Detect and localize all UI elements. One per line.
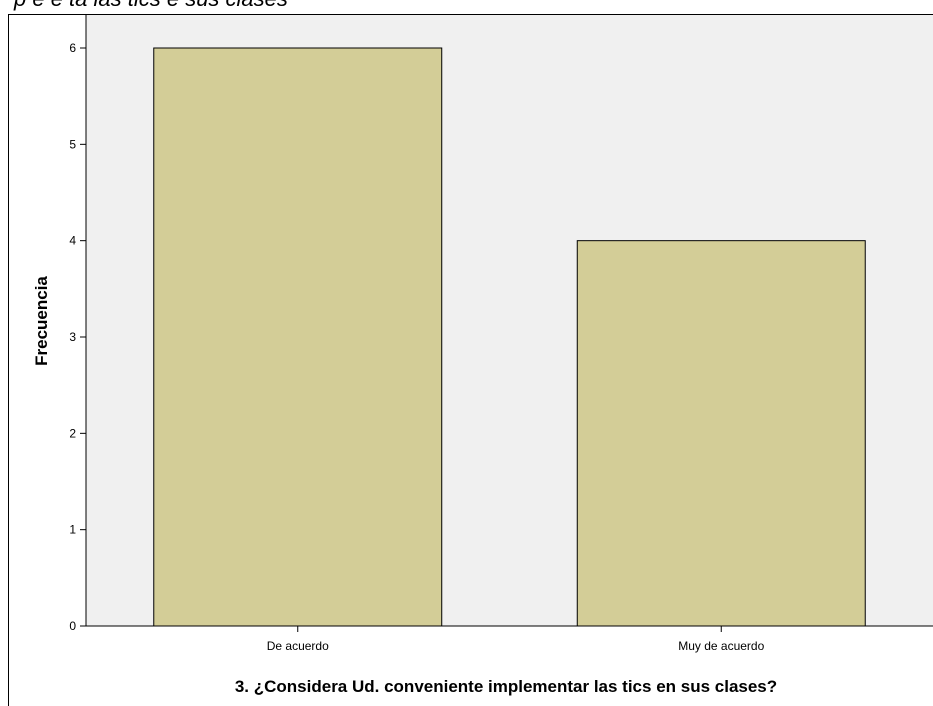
y-tick-label: 0 [69, 619, 76, 633]
x-axis-ticks: De acuerdo Muy de acuerdo [267, 626, 765, 653]
y-tick-label: 2 [69, 426, 76, 440]
bar-muy-de-acuerdo [576, 240, 866, 627]
x-tick-label: De acuerdo [267, 639, 329, 653]
bars [153, 47, 866, 627]
y-tick-label: 1 [69, 523, 76, 537]
cropped-header-text: p e e ta las tics e sus clases [13, 0, 288, 11]
y-axis-title: Frecuencia [32, 276, 51, 366]
bar-de-acuerdo [153, 47, 443, 627]
y-tick-label: 3 [69, 330, 76, 344]
y-tick-label: 4 [69, 234, 76, 248]
svg-text:p e e ta las tics e su: p e e ta las tics e sus clases [13, 0, 288, 11]
x-axis-title: 3. ¿Considera Ud. conveniente implementa… [235, 677, 777, 696]
y-tick-label: 6 [69, 41, 76, 55]
y-tick-label: 5 [69, 137, 76, 151]
x-tick-label: Muy de acuerdo [678, 639, 764, 653]
y-axis-ticks: 0 1 2 3 4 5 6 [69, 41, 86, 633]
